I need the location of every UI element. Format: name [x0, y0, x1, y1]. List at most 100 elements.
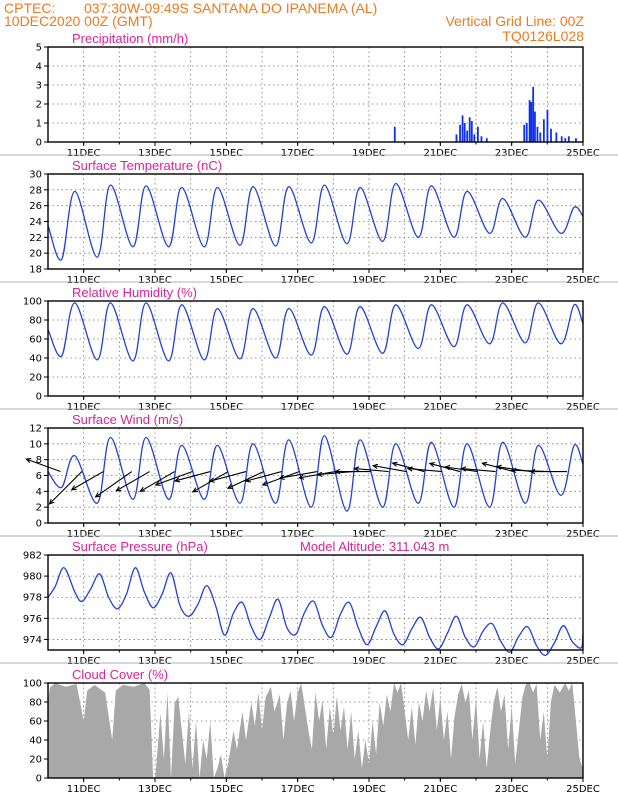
wind-vector [245, 471, 282, 482]
wind-vector [429, 462, 461, 473]
x-tick-label: 25DEC [566, 656, 600, 667]
panel-frame [47, 46, 584, 143]
x-tick-label: 19DEC [352, 784, 386, 795]
header-model-id: TQ0126L028 [502, 28, 584, 44]
x-tick-label: 17DEC [281, 529, 315, 540]
model-altitude-label: Model Altitude: 311.043 m [300, 539, 449, 554]
x-tick-label: 19DEC [352, 402, 386, 413]
wind-vector [227, 471, 265, 489]
precip-bar [461, 115, 464, 142]
precip-bar [525, 123, 528, 142]
precip-bar [564, 138, 567, 142]
wind-vector [279, 471, 318, 479]
y-tick-label: 100 [23, 297, 42, 308]
wind-vector-head [139, 486, 146, 492]
x-tick-label: 13DEC [138, 148, 172, 159]
precip-bar [530, 102, 533, 142]
precip-bar [539, 132, 542, 142]
precip-bar [532, 86, 535, 142]
precip-bar [528, 100, 531, 142]
y-tick-label: 26 [29, 201, 42, 212]
wind-vector [116, 471, 150, 492]
y-tick-label: 980 [23, 572, 42, 583]
header-run-time: 10DEC2020 00Z (GMT) [4, 13, 153, 29]
y-tick-label: 3 [36, 81, 42, 92]
y-tick-label: 100 [23, 679, 42, 690]
y-tick-label: 0 [36, 138, 42, 149]
wind-vector-head [298, 474, 305, 480]
precip-bar [555, 132, 558, 142]
x-tick-label: 19DEC [352, 275, 386, 286]
x-tick-label: 11DEC [67, 402, 101, 413]
x-tick-label: 19DEC [352, 148, 386, 159]
y-tick-label: 12 [29, 424, 42, 435]
y-tick-label: 976 [23, 614, 42, 625]
wind-vector [461, 468, 496, 473]
precip-bar [542, 119, 545, 142]
x-tick-label: 17DEC [281, 402, 315, 413]
precip-bar [560, 136, 563, 142]
surface-temperature-panel: 18 20 22 24 26 28 30 11DEC 13DEC 15DEC 17DEC 19DEC 2… [0, 158, 618, 286]
y-tick-label: 40 [29, 354, 42, 365]
wind-vector [354, 468, 389, 473]
x-tick-label: 21DEC [423, 275, 457, 286]
x-tick-label: 13DEC [138, 656, 172, 667]
wind-vector [209, 471, 247, 482]
x-tick-label: 15DEC [209, 784, 243, 795]
y-tick-label: 0 [36, 519, 42, 530]
x-tick-label: 11DEC [67, 784, 101, 795]
x-tick-label: 17DEC [281, 148, 315, 159]
x-tick-label: 21DEC [423, 656, 457, 667]
wind-vector [140, 471, 175, 492]
wind-vector [174, 471, 211, 482]
y-tick-label: 4 [36, 62, 42, 73]
y-tick-label: 60 [29, 717, 42, 728]
wind-vector-head [208, 477, 215, 483]
x-tick-label: 15DEC [209, 402, 243, 413]
wind-vector-head [278, 474, 285, 481]
precip-bar [473, 134, 476, 142]
x-tick-label: 21DEC [423, 148, 457, 159]
x-tick-label: 25DEC [566, 784, 600, 795]
wind-vector-head [25, 458, 32, 464]
wind-vector-head [173, 477, 181, 483]
precip-bar [466, 130, 469, 142]
precip-bar [536, 126, 539, 142]
relative-humidity-panel: 0 20 40 60 80 100 11DEC 13DEC 15DEC 17DEC 19DEC 21D… [0, 285, 618, 413]
x-tick-label: 15DEC [209, 656, 243, 667]
y-tick-label: 10 [29, 439, 42, 450]
pres-panel-title: Surface Pressure (hPa) [72, 539, 208, 554]
wind-vector [26, 458, 61, 473]
x-tick-label: 21DEC [423, 784, 457, 795]
wind-vector-head [154, 480, 161, 486]
y-tick-label: 5 [36, 43, 42, 54]
pres-series-line [47, 567, 584, 656]
x-tick-label: 25DEC [566, 275, 600, 286]
wind-panel-title: Surface Wind (m/s) [72, 412, 183, 427]
wind-vector-head [406, 466, 413, 472]
wind-vector-head [510, 467, 517, 474]
precip-bar [567, 136, 570, 142]
y-tick-label: 2 [36, 100, 42, 111]
precip-bar [470, 121, 473, 142]
y-tick-label: 0 [36, 774, 42, 785]
x-tick-label: 11DEC [67, 656, 101, 667]
wind-vector-head [316, 471, 323, 477]
wind-vector [49, 471, 83, 505]
y-tick-label: 40 [29, 736, 42, 747]
cloud-cover-panel: 0 20 40 60 80 100 11DEC 13DEC 15DEC 17DEC 19DEC 21D… [23, 667, 600, 795]
cloud-panel-title: Cloud Cover (%) [72, 667, 168, 682]
wind-vector-head [353, 466, 360, 472]
header-grid-note: Vertical Grid Line: 00Z [445, 13, 584, 29]
wind-vector-head [94, 492, 101, 498]
wind-vector [373, 465, 407, 473]
y-tick-label: 4 [36, 487, 42, 498]
x-tick-label: 23DEC [495, 784, 529, 795]
precip-bar [485, 138, 488, 142]
precip-bar [550, 128, 552, 142]
x-tick-label: 13DEC [138, 529, 172, 540]
precip-bar [455, 134, 458, 142]
wind-vector-head [48, 498, 55, 505]
wind-vector-head [481, 461, 488, 467]
wind-vector [71, 471, 104, 491]
